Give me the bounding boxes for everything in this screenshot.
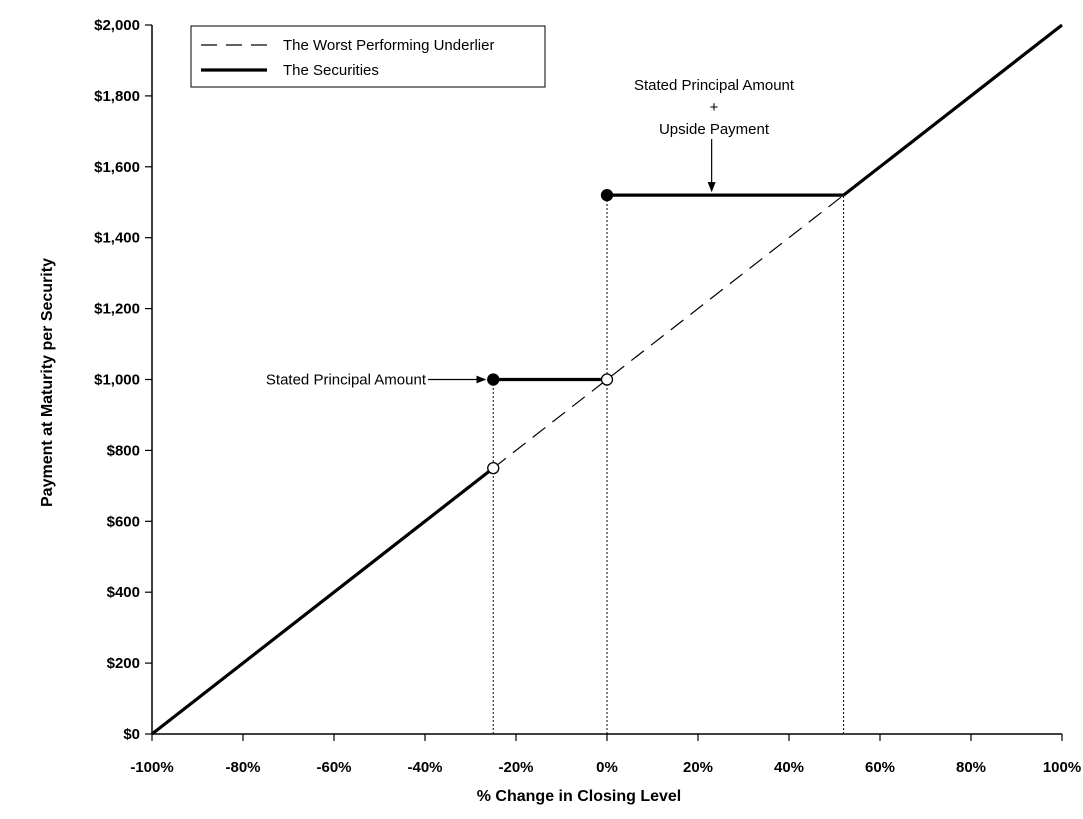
- filled-point: [600, 189, 614, 202]
- legend-box: [190, 25, 546, 88]
- x-tick-label: -40%: [407, 759, 442, 776]
- x-axis-title: % Change in Closing Level: [477, 788, 681, 805]
- annotation-upside-line-0: Stated Principal Amount: [634, 77, 795, 94]
- x-tick-label: 0%: [596, 759, 618, 776]
- annotation-upside-line-1: +: [710, 99, 719, 116]
- points: [487, 189, 614, 475]
- y-tick-label: $1,600: [94, 159, 140, 176]
- reference-lines: [492, 195, 845, 734]
- y-tick-label: $1,800: [94, 88, 140, 105]
- x-tick-label: 80%: [956, 759, 986, 776]
- y-tick-label: $400: [107, 584, 140, 601]
- y-tick-label: $200: [107, 655, 140, 672]
- open-point: [487, 461, 500, 475]
- x-tick-label: 20%: [683, 759, 713, 776]
- y-tick-label: $1,400: [94, 230, 140, 247]
- y-axis-title: Payment at Maturity per Security: [39, 258, 56, 507]
- annotation-upside-line-2: Upside Payment: [659, 121, 770, 138]
- axes: $0 $200 $400 $600 $800 $1,000 $1,200 $1,400 $1,6…: [39, 17, 1081, 805]
- legend: The Worst Performing Underlier The Securi…: [190, 25, 546, 88]
- legend-label: The Worst Performing Underlier: [283, 37, 494, 54]
- x-tick-label: -80%: [225, 759, 260, 776]
- y-tick-label: $600: [107, 513, 140, 530]
- x-tick-label: 40%: [774, 759, 804, 776]
- series-securities-segment-3: [842, 23, 1063, 197]
- open-point: [600, 373, 614, 386]
- filled-point: [487, 373, 500, 386]
- series-lines: [151, 23, 1063, 736]
- x-tick-label: 100%: [1043, 759, 1081, 776]
- series-securities-segment-0: [151, 466, 495, 736]
- x-tick-label: -20%: [498, 759, 533, 776]
- x-tick-label: -60%: [316, 759, 351, 776]
- y-tick-label: $800: [107, 442, 140, 459]
- y-tick-label: $0: [123, 726, 140, 743]
- y-tick-label: $2,000: [94, 17, 140, 34]
- annotation-stated-principal: Stated Principal Amount: [266, 372, 427, 389]
- series-worst-underlier-line: [492, 194, 844, 469]
- annotations: Stated Principal Amount Stated Principal …: [266, 77, 795, 389]
- y-tick-label: $1,000: [94, 372, 140, 389]
- y-tick-label: $1,200: [94, 301, 140, 318]
- x-tick-label: -100%: [130, 759, 173, 776]
- x-tick-label: 60%: [865, 759, 895, 776]
- legend-label: The Securities: [283, 62, 379, 79]
